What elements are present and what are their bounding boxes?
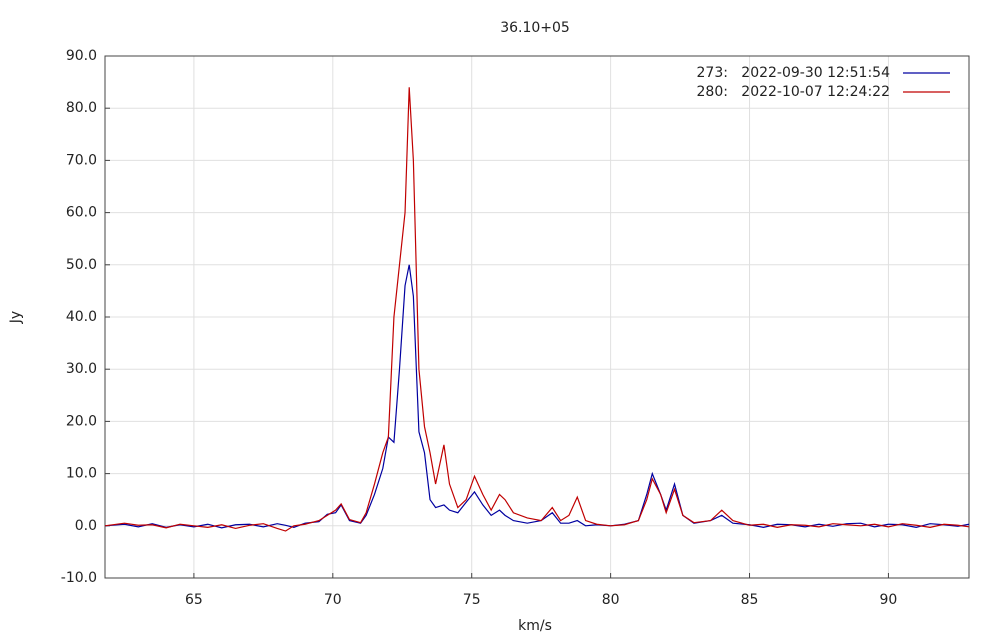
x-tick-label: 85 [741,592,759,608]
y-tick-label: 90.0 [66,48,97,64]
series-line [104,264,970,529]
y-tick-label: 30.0 [66,361,97,377]
x-tick-label: 75 [463,592,481,608]
x-axis-label: km/s [518,618,552,634]
y-tick-label: 10.0 [66,466,97,482]
x-tick-label: 70 [324,592,342,608]
y-tick-label: 0.0 [75,518,97,534]
x-tick-label: 80 [602,592,620,608]
series-line [104,87,970,532]
y-tick-label: -10.0 [61,570,97,586]
y-tick-label: 80.0 [66,100,97,116]
y-tick-label: 70.0 [66,152,97,168]
chart-title: 36.10+05 [500,20,570,36]
y-tick-label: 60.0 [66,205,97,221]
y-tick-label: 50.0 [66,257,97,273]
x-tick-label: 90 [880,592,898,608]
legend-label: 273: 2022-09-30 12:51:54 [697,65,891,81]
legend-label: 280: 2022-10-07 12:24:22 [697,84,890,100]
y-axis-label: Jy [8,311,24,324]
y-tick-label: 20.0 [66,413,97,429]
y-tick-label: 40.0 [66,309,97,325]
x-tick-label: 65 [185,592,203,608]
